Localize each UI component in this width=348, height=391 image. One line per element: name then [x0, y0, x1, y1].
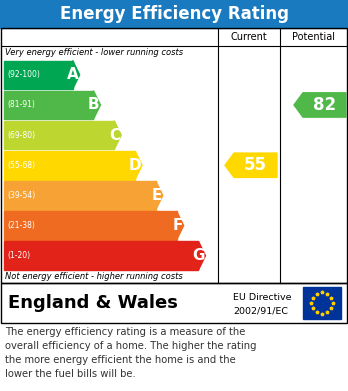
Bar	[4, 211, 177, 240]
Text: Not energy efficient - higher running costs: Not energy efficient - higher running co…	[5, 272, 183, 281]
Text: EU Directive: EU Directive	[233, 292, 292, 301]
Text: (39-54): (39-54)	[7, 191, 35, 200]
Text: (1-20): (1-20)	[7, 251, 30, 260]
Text: Energy Efficiency Rating: Energy Efficiency Rating	[60, 5, 288, 23]
Bar	[0, 0, 348, 28]
Polygon shape	[198, 241, 205, 270]
Text: A: A	[67, 67, 79, 83]
Bar	[4, 121, 114, 149]
Polygon shape	[73, 61, 80, 89]
Bar	[4, 151, 135, 179]
Text: 2002/91/EC: 2002/91/EC	[233, 307, 288, 316]
Text: 55: 55	[244, 156, 267, 174]
Polygon shape	[294, 93, 346, 117]
Bar	[303, 287, 341, 319]
Polygon shape	[156, 181, 163, 210]
Text: (69-80): (69-80)	[7, 131, 35, 140]
Bar	[4, 61, 73, 89]
Text: Potential: Potential	[292, 32, 335, 42]
Bar	[4, 181, 156, 210]
Bar	[4, 91, 94, 119]
Polygon shape	[135, 151, 142, 179]
Polygon shape	[177, 211, 184, 240]
Polygon shape	[114, 121, 121, 149]
Text: C: C	[109, 127, 120, 143]
Text: Very energy efficient - lower running costs: Very energy efficient - lower running co…	[5, 48, 183, 57]
Text: F: F	[172, 218, 183, 233]
Text: Current: Current	[231, 32, 267, 42]
Text: (55-68): (55-68)	[7, 161, 35, 170]
Bar	[1, 28, 347, 283]
Text: The energy efficiency rating is a measure of the
overall efficiency of a home. T: The energy efficiency rating is a measur…	[5, 327, 256, 379]
Text: B: B	[88, 97, 100, 113]
Text: G: G	[192, 248, 205, 263]
Polygon shape	[94, 91, 101, 119]
Text: (81-91): (81-91)	[7, 100, 35, 109]
Text: (92-100): (92-100)	[7, 70, 40, 79]
Bar	[1, 283, 347, 323]
Polygon shape	[225, 153, 277, 178]
Bar	[4, 241, 198, 270]
Text: D: D	[128, 158, 141, 173]
Text: England & Wales: England & Wales	[8, 294, 178, 312]
Text: 82: 82	[313, 96, 336, 114]
Text: (21-38): (21-38)	[7, 221, 35, 230]
Bar	[1, 283, 347, 323]
Text: E: E	[151, 188, 162, 203]
